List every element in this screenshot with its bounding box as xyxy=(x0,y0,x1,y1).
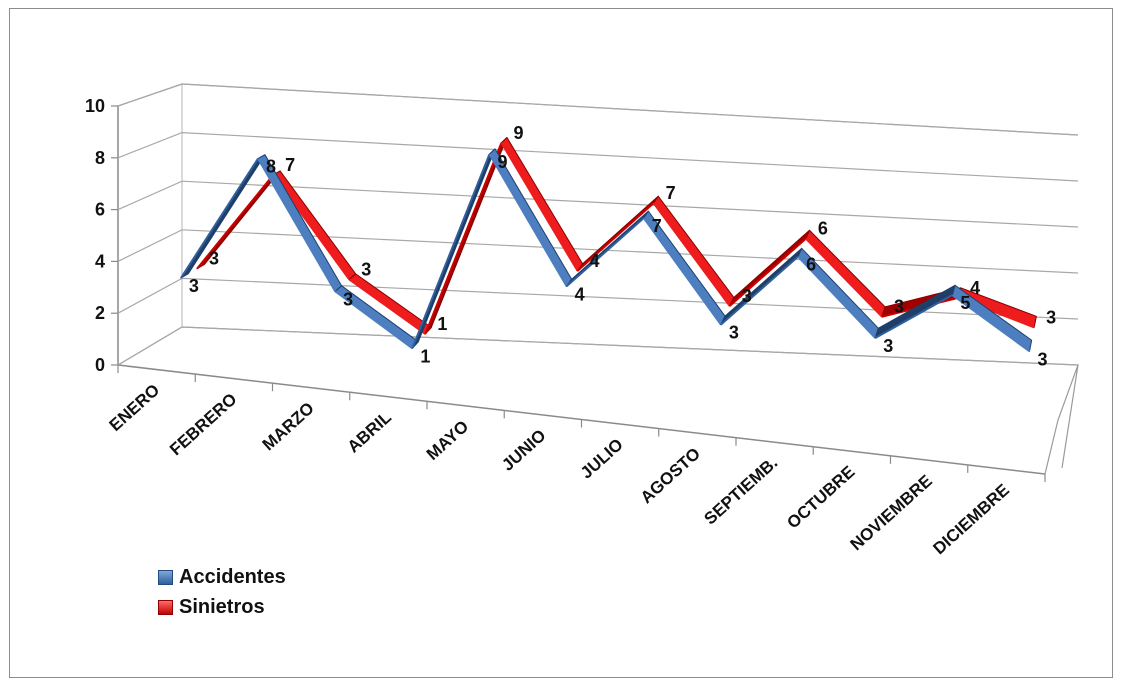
data-label-accidentes-10: 5 xyxy=(960,293,970,313)
data-label-accidentes-4: 9 xyxy=(497,152,507,172)
ribbon-edge-accidentes-4 xyxy=(488,153,568,287)
x-tick-label-0: ENERO xyxy=(106,380,164,435)
x-tick-label-10: NOVIEMBRE xyxy=(847,471,936,554)
x-tick-label-1: FEBRERO xyxy=(166,389,240,459)
x-tick-label-7: AGOSTO xyxy=(637,444,704,507)
ribbon-edge-sinietros-5 xyxy=(576,202,655,272)
data-label-accidentes-11: 3 xyxy=(1038,349,1048,369)
data-label-sinietros-5: 4 xyxy=(590,251,600,271)
ribbon-edge-sinietros-4 xyxy=(500,142,579,272)
data-label-sinietros-3: 1 xyxy=(437,314,447,334)
gridline-6 xyxy=(117,180,1079,228)
gridline-10 xyxy=(117,83,1079,136)
y-tick-label-0: 0 xyxy=(95,355,105,375)
ribbon-edge-sinietros-6 xyxy=(652,202,731,307)
y-tick-label-6: 6 xyxy=(95,200,105,220)
data-label-accidentes-3: 1 xyxy=(420,346,430,366)
legend-item-sinietros: Sinietros xyxy=(158,592,286,622)
ribbon-segment-sinietros-1 xyxy=(272,170,357,280)
data-label-sinietros-4: 9 xyxy=(513,123,523,143)
y-tick-label-8: 8 xyxy=(95,148,105,168)
legend-label-accidentes: Accidentes xyxy=(179,565,286,588)
gridline-2 xyxy=(117,277,1079,320)
gridline-0 xyxy=(117,326,1079,366)
ribbon-edge-accidentes-8 xyxy=(797,255,876,339)
y-tick-label-10: 10 xyxy=(85,96,105,116)
data-label-sinietros-8: 6 xyxy=(818,219,828,239)
legend-label-sinietros: Sinietros xyxy=(179,595,265,618)
data-label-sinietros-1: 7 xyxy=(285,155,295,175)
data-label-accidentes-0: 3 xyxy=(189,276,199,296)
data-label-accidentes-9: 3 xyxy=(883,336,893,356)
legend-swatch-sinietros xyxy=(158,599,173,615)
data-label-sinietros-10: 4 xyxy=(970,278,980,298)
chart-walls xyxy=(117,83,1079,475)
ribbon-edge-accidentes-7 xyxy=(720,255,799,326)
series-accidentes xyxy=(180,148,1033,353)
ribbon-edge-sinietros-7 xyxy=(729,237,807,307)
ribbon-edge-sinietros-8 xyxy=(805,237,883,318)
data-label-accidentes-6: 7 xyxy=(652,216,662,236)
x-tick-label-3: ABRIL xyxy=(344,408,395,457)
ribbon-edge-sinietros-2 xyxy=(348,278,426,335)
y-tick-label-4: 4 xyxy=(95,251,105,271)
ribbon-edge-accidentes-0 xyxy=(180,158,259,279)
x-tick-label-2: MARZO xyxy=(259,399,318,455)
floor-right-edge xyxy=(1044,364,1079,475)
x-tick-label-4: MAYO xyxy=(423,417,472,464)
data-label-sinietros-6: 7 xyxy=(666,183,676,203)
data-label-sinietros-2: 3 xyxy=(361,259,371,279)
ribbon-edge-accidentes-3 xyxy=(411,153,491,349)
data-label-sinietros-7: 3 xyxy=(742,286,752,306)
ribbon-segment-sinietros-4 xyxy=(500,136,584,272)
ribbon-edge-accidentes-6 xyxy=(642,217,722,326)
data-label-accidentes-8: 6 xyxy=(806,255,816,275)
ribbon-edge-sinietros-3 xyxy=(424,142,503,335)
data-label-accidentes-5: 4 xyxy=(575,284,585,304)
x-tick-label-11: DICIEMBRE xyxy=(929,480,1013,558)
data-label-accidentes-2: 3 xyxy=(343,289,353,309)
legend: Accidentes Sinietros xyxy=(158,562,286,622)
x-tick-label-5: JUNIO xyxy=(498,426,549,475)
gridline-8 xyxy=(117,131,1079,182)
data-label-sinietros-0: 3 xyxy=(209,249,219,269)
ribbon-edge-accidentes-2 xyxy=(334,290,413,350)
series-sinietros xyxy=(196,136,1037,335)
data-label-sinietros-9: 3 xyxy=(894,297,904,317)
ribbon-edge-accidentes-9 xyxy=(874,294,953,339)
ribbon-segment-sinietros-6 xyxy=(653,195,735,307)
y-tick-label-2: 2 xyxy=(95,303,105,323)
ribbon-edge-sinietros-0 xyxy=(196,174,274,270)
y-axis-ticks: 0 2 4 6 8 10 xyxy=(85,96,118,375)
x-axis-ticks: ENERO FEBRERO MARZO ABRIL MAYO JUNIO JULIO AGOS… xyxy=(106,365,1046,558)
gridlines xyxy=(117,83,1079,366)
x-tick-label-6: JULIO xyxy=(577,435,627,483)
ribbon-edge-accidentes-10 xyxy=(951,294,1031,353)
data-label-accidentes-1: 8 xyxy=(266,157,276,177)
floor-edge xyxy=(117,326,1079,469)
ribbon-edge-accidentes-5 xyxy=(565,217,645,288)
x-tick-label-8: SEPTIEMB. xyxy=(700,453,781,528)
ribbon-edge-accidentes-1 xyxy=(257,158,337,292)
data-label-sinietros-11: 3 xyxy=(1046,307,1056,327)
legend-swatch-accidentes xyxy=(158,569,173,585)
x-tick-label-9: OCTUBRE xyxy=(783,462,858,532)
legend-item-accidentes: Accidentes xyxy=(158,562,286,592)
data-label-accidentes-7: 3 xyxy=(729,323,739,343)
